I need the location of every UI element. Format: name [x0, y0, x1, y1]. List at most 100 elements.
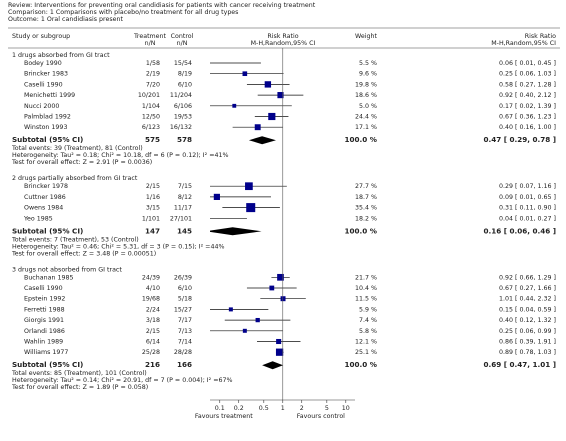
control: 28/28 [174, 349, 192, 356]
treatment: 10/201 [138, 92, 160, 99]
weight: 5.0 % [359, 103, 377, 110]
subtotal-ratio: 0.47 [ 0.29, 0.78 ] [483, 135, 556, 144]
x-tick-label: 0.2 [234, 405, 244, 412]
note: Test for overall effect: Z = 3.48 (P = 0… [11, 250, 156, 257]
subtotal-label: Subtotal (95% CI) [12, 135, 83, 144]
x-tick-label: 0.5 [259, 405, 269, 412]
treatment: 25/28 [142, 349, 160, 356]
effect-square [192, 215, 198, 221]
effect-square [242, 71, 248, 77]
subtotal-label: Subtotal (95% CI) [12, 360, 83, 369]
weight: 7.4 % [359, 317, 377, 324]
control: 19/53 [174, 114, 192, 121]
group-title: 2 drugs partially absorbed from GI tract [12, 175, 138, 182]
x-tick-label: 0.1 [215, 405, 225, 412]
treatment: 1/101 [142, 215, 160, 222]
subtotal-label: Subtotal (95% CI) [12, 226, 83, 235]
treatment: 3/15 [146, 205, 160, 212]
col-control-sub: n/N [177, 40, 188, 47]
risk-ratio: 0.09 [ 0.01, 0.65 ] [499, 194, 556, 201]
treatment: 24/39 [142, 274, 160, 281]
control: 15/27 [174, 306, 192, 313]
weight: 18.2 % [355, 215, 377, 222]
risk-ratio: 0.67 [ 0.27, 1.66 ] [499, 285, 556, 292]
study-name: Nucci 2000 [24, 103, 59, 110]
treatment: 1/16 [146, 194, 160, 201]
note: Test for overall effect: Z = 2.91 (P = 0… [11, 159, 152, 166]
effect-square [213, 193, 220, 200]
risk-ratio: 0.15 [ 0.04, 0.59 ] [499, 306, 556, 313]
weight: 18.7 % [355, 194, 377, 201]
control: 8/19 [178, 71, 192, 78]
study-name: Menichetti 1999 [24, 92, 75, 99]
effect-square [242, 328, 247, 333]
diamond [262, 361, 284, 370]
weight: 10.4 % [355, 285, 377, 292]
study-name: Caselli 1990 [24, 81, 63, 88]
control: 7/15 [178, 183, 192, 190]
subtotal-control: 578 [177, 135, 192, 144]
treatment: 4/10 [146, 285, 160, 292]
study-name: Ferretti 1988 [24, 306, 65, 313]
risk-ratio: 0.58 [ 0.27, 1.28 ] [499, 81, 556, 88]
risk-ratio: 0.67 [ 0.36, 1.23 ] [499, 114, 556, 121]
weight: 21.7 % [355, 274, 377, 281]
weight: 9.6 % [359, 71, 377, 78]
favours-right: Favours control [297, 413, 345, 420]
note: Heterogeneity: Tau² = 0.18; Chi² = 10.18… [12, 152, 228, 159]
treatment: 1/58 [146, 60, 160, 67]
study-name: Wahlin 1989 [24, 339, 63, 346]
control: 11/204 [170, 92, 192, 99]
control: 7/14 [178, 339, 192, 346]
weight: 11.5 % [355, 296, 377, 303]
note: Total events: 7 (Treatment), 53 (Control… [11, 236, 139, 243]
study-name: Giorgis 1991 [24, 317, 64, 324]
col-control: Control [171, 33, 194, 40]
effect-square [245, 182, 253, 191]
subtotal-control: 166 [177, 360, 192, 369]
study-name: Palmblad 1992 [24, 114, 71, 121]
control: 26/39 [174, 274, 192, 281]
study-name: Epstein 1992 [24, 296, 65, 303]
weight: 35.4 % [355, 205, 377, 212]
weight: 19.8 % [355, 81, 377, 88]
treatment: 2/24 [146, 306, 160, 313]
favours-left: Favours treatment [195, 413, 253, 420]
control: 5/18 [178, 296, 192, 303]
study-name: Brincker 1983 [24, 71, 68, 78]
weight: 17.1 % [355, 124, 377, 131]
control: 16/132 [170, 124, 192, 131]
weight: 12.1 % [355, 339, 377, 346]
study-name: Buchanan 1985 [24, 274, 74, 281]
study-name: Owens 1984 [24, 205, 63, 212]
subtotal-weight: 100.0 % [345, 135, 377, 144]
effect-square [277, 273, 284, 281]
study-name: Orlandi 1986 [24, 328, 65, 335]
subtotal-weight: 100.0 % [345, 226, 377, 235]
weight: 25.1 % [355, 349, 377, 356]
study-name: Williams 1977 [24, 349, 68, 356]
diamond [210, 227, 262, 236]
note: Total events: 85 (Treatment), 101 (Contr… [11, 370, 147, 377]
subtotal-treatment: 575 [145, 135, 160, 144]
subtotal-ratio: 0.16 [ 0.06, 0.46 ] [483, 226, 556, 235]
subtotal-treatment: 216 [145, 360, 160, 369]
col-ratio: Risk Ratio [525, 33, 556, 40]
note: Heterogeneity: Tau² = 0.14; Chi² = 20.91… [12, 377, 232, 384]
treatment: 3/18 [146, 317, 160, 324]
note: Test for overall effect: Z = 1.89 (P = 0… [11, 384, 148, 391]
risk-ratio: 0.29 [ 0.07, 1.16 ] [499, 183, 556, 190]
control: 6/10 [178, 285, 192, 292]
x-tick-label: 1 [281, 405, 285, 412]
treatment: 7/20 [146, 81, 160, 88]
risk-ratio: 0.92 [ 0.40, 2.12 ] [499, 92, 556, 99]
control: 27/101 [170, 215, 192, 222]
weight: 18.6 % [355, 92, 377, 99]
note: Total events: 39 (Treatment), 81 (Contro… [11, 145, 143, 152]
effect-square [269, 285, 275, 291]
risk-ratio: 0.25 [ 0.06, 0.99 ] [499, 328, 556, 335]
risk-ratio: 1.01 [ 0.44, 2.32 ] [499, 296, 556, 303]
col-study: Study or subgroup [12, 33, 70, 40]
